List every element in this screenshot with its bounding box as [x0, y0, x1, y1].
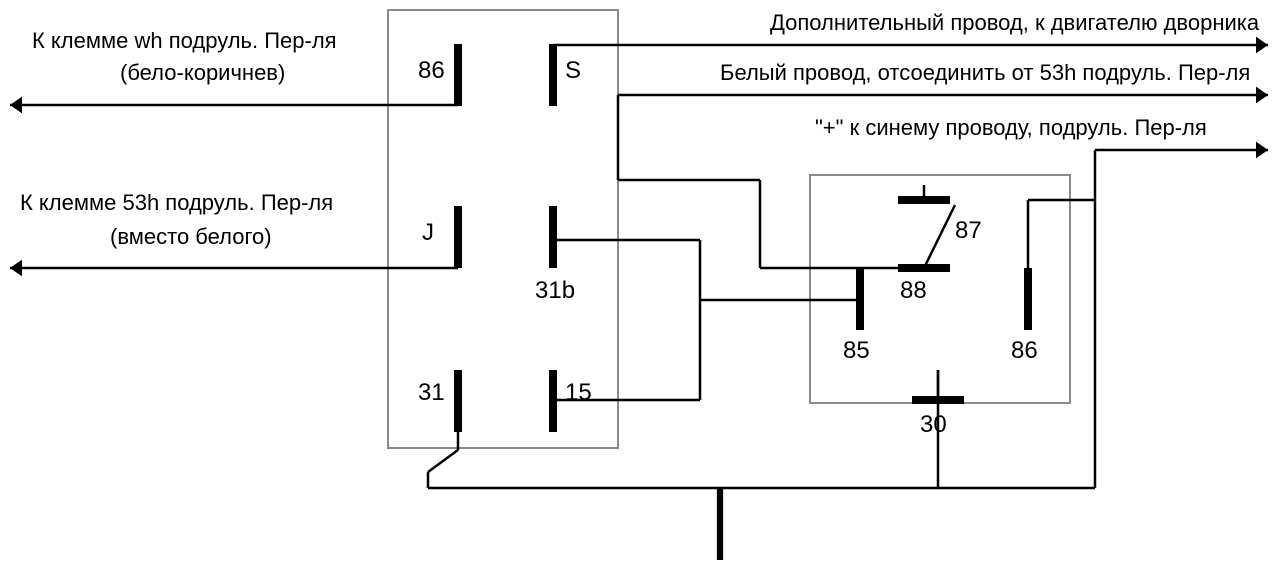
left-pin-label-J: J	[422, 219, 434, 246]
right-pin-label-30: 30	[920, 411, 947, 438]
arrowhead	[1256, 87, 1268, 104]
right-pin-label-p85: 85	[843, 337, 870, 364]
arrowhead	[1256, 142, 1268, 159]
left-pin-label-p31: 31	[418, 379, 445, 406]
	[428, 450, 458, 472]
right-pin-label-88: 88	[900, 277, 927, 304]
right-pin-label-p86: 86	[1011, 337, 1038, 364]
annot-rightMid: Белый провод, отсоединить от 53h подруль…	[720, 60, 1250, 85]
right-pin-label-87: 87	[955, 217, 982, 244]
arrowhead	[1256, 37, 1268, 54]
annot-rightTop: Дополнительный провод, к двигателю дворн…	[770, 10, 1260, 35]
left-pin-label-S: S	[565, 57, 581, 84]
annot-leftMid1: К клемме 53h подруль. Пер-ля	[20, 190, 333, 215]
left-pin-label-p31b: 31b	[535, 277, 575, 304]
left-pin-label-p15: 15	[565, 379, 592, 406]
annot-leftTop2: (бело-коричнев)	[120, 60, 285, 85]
arrowhead	[10, 97, 22, 114]
arrowhead	[10, 260, 22, 277]
annot-leftMid2: (вместо белого)	[110, 224, 272, 249]
annot-leftTop1: К клемме wh подруль. Пер-ля	[32, 28, 337, 53]
relay-switch-arm	[924, 205, 955, 268]
annot-rightBot: "+" к синему проводу, подруль. Пер-ля	[815, 115, 1207, 140]
left-pin-label-p86: 86	[418, 57, 445, 84]
